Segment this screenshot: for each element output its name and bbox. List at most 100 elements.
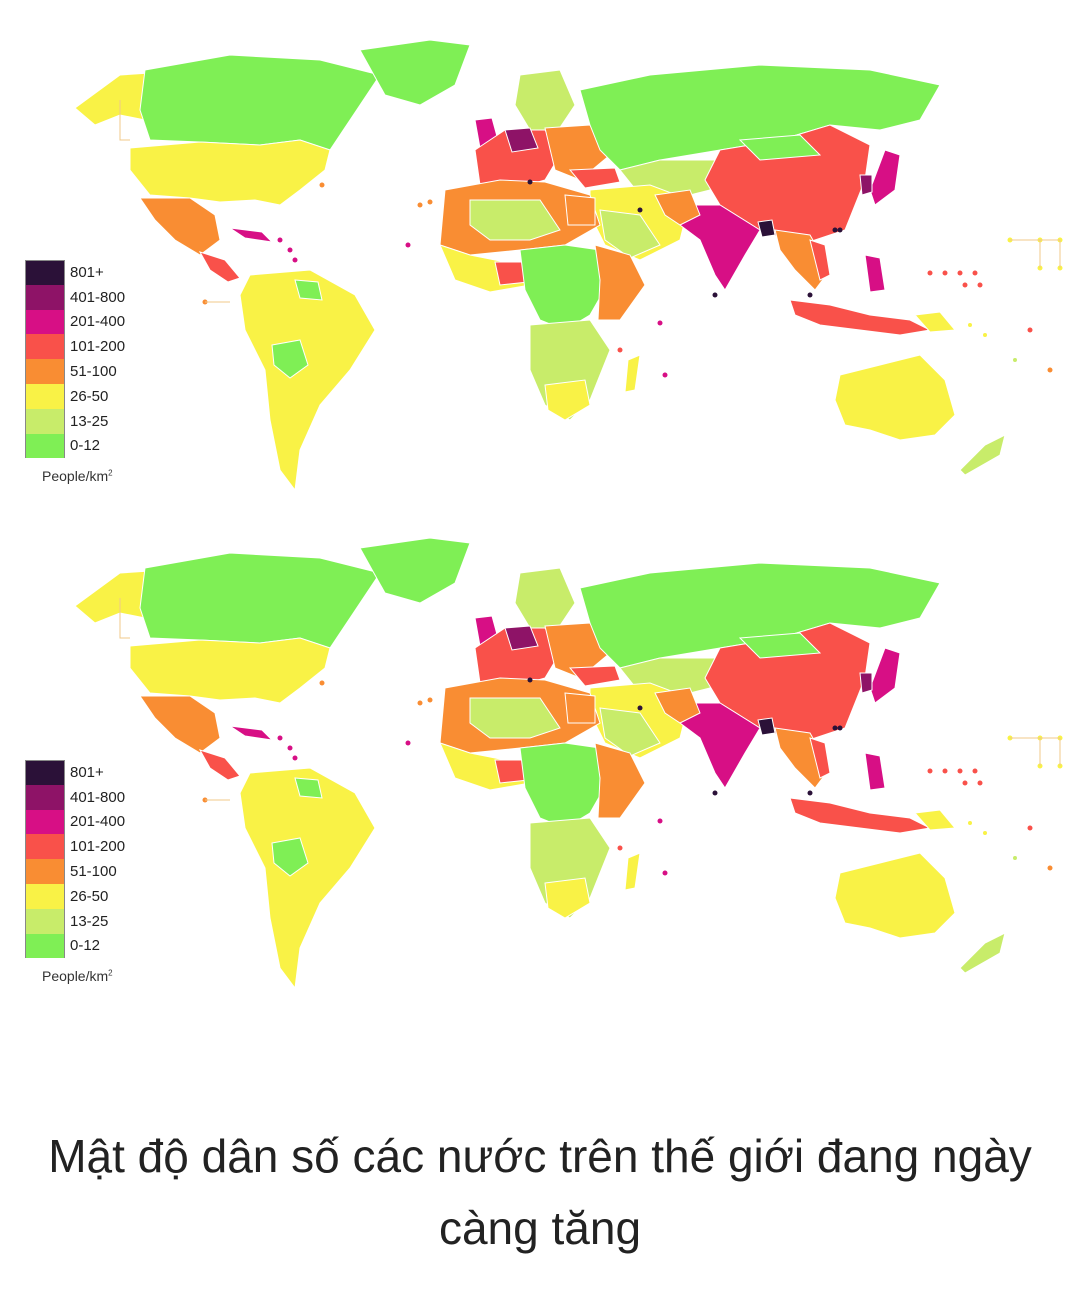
region-australia bbox=[834, 354, 956, 441]
legend-label: 26-50 bbox=[70, 387, 109, 405]
legend-swatch bbox=[25, 859, 65, 884]
legend-row: 51-100 bbox=[25, 859, 125, 884]
legend-unit-text: People/km bbox=[42, 968, 109, 985]
region-sahara bbox=[469, 199, 561, 241]
region-scandinavia bbox=[514, 69, 576, 136]
legend-unit: People/km2 bbox=[42, 968, 125, 984]
legend-label: 101-200 bbox=[70, 338, 126, 356]
region-vietnam bbox=[809, 737, 831, 779]
legend-label: 0-12 bbox=[70, 937, 101, 955]
region-benelux-germany bbox=[504, 127, 539, 153]
legend-label: 401-800 bbox=[70, 288, 126, 306]
region-eastern-europe bbox=[544, 124, 611, 181]
region-benelux-germany bbox=[504, 625, 539, 651]
region-saudi bbox=[599, 707, 661, 757]
legend-swatch bbox=[25, 433, 65, 459]
region-guyana bbox=[294, 279, 323, 301]
region-new-zealand bbox=[959, 932, 1006, 974]
region-central-america bbox=[198, 251, 241, 283]
region-china bbox=[704, 124, 871, 246]
legend-label: 51-100 bbox=[70, 863, 117, 881]
region-png bbox=[913, 311, 957, 333]
region-se-asia bbox=[774, 727, 831, 789]
region-india bbox=[679, 702, 761, 789]
world-map bbox=[74, 537, 1063, 990]
legend-unit-superscript: 2 bbox=[108, 968, 113, 978]
region-south-africa bbox=[544, 379, 591, 421]
region-pakistan bbox=[654, 687, 701, 724]
region-vietnam bbox=[809, 239, 831, 281]
region-mongolia bbox=[738, 134, 822, 161]
region-turkey bbox=[568, 665, 621, 687]
island-connectors bbox=[119, 100, 1061, 303]
region-egypt bbox=[564, 194, 596, 226]
legend-row: 101-200 bbox=[25, 334, 126, 360]
region-bolivia bbox=[271, 339, 309, 379]
legend-swatch bbox=[25, 883, 65, 909]
legend-swatch bbox=[25, 834, 65, 860]
region-china bbox=[704, 622, 871, 744]
population-density-map-1: 801+ 401-800 201-400 101-200 51-100 26-5… bbox=[0, 30, 1080, 510]
legend-swatch bbox=[25, 784, 65, 810]
legend-row: 401-800 bbox=[25, 784, 125, 810]
region-madagascar bbox=[624, 852, 641, 891]
legend-unit-superscript: 2 bbox=[108, 468, 113, 478]
legend-label: 0-12 bbox=[70, 437, 101, 455]
region-greenland bbox=[359, 39, 471, 106]
legend-row: 13-25 bbox=[25, 908, 125, 934]
region-greenland bbox=[359, 537, 471, 604]
region-japan bbox=[869, 149, 901, 206]
region-guyana bbox=[294, 777, 323, 799]
region-sahara bbox=[469, 697, 561, 739]
legend-swatch bbox=[25, 359, 65, 384]
legend-row: 201-400 bbox=[25, 309, 126, 335]
legend-label: 26-50 bbox=[70, 887, 109, 905]
region-indonesia bbox=[789, 299, 932, 336]
legend-unit: People/km2 bbox=[42, 468, 125, 484]
region-south-africa bbox=[544, 877, 591, 919]
region-caribbean bbox=[229, 725, 274, 741]
region-turkey bbox=[568, 167, 621, 189]
region-png bbox=[913, 809, 957, 831]
legend-swatch bbox=[25, 334, 65, 360]
region-se-asia bbox=[774, 229, 831, 291]
region-pakistan bbox=[654, 189, 701, 226]
legend-label: 801+ bbox=[70, 263, 104, 281]
region-bangladesh bbox=[757, 219, 776, 238]
region-saudi bbox=[599, 209, 661, 259]
region-central-africa bbox=[519, 742, 611, 829]
region-japan bbox=[869, 647, 901, 704]
legend-row: 26-50 bbox=[25, 383, 125, 409]
legend-row: 0-12 bbox=[25, 933, 125, 959]
legend-label: 51-100 bbox=[70, 363, 117, 381]
region-canada bbox=[139, 552, 381, 649]
legend-row: 26-50 bbox=[25, 883, 125, 909]
region-south-america bbox=[239, 269, 376, 492]
region-usa bbox=[129, 637, 331, 704]
legend-swatch bbox=[25, 383, 65, 409]
region-egypt bbox=[564, 692, 596, 724]
legend-row: 201-400 bbox=[25, 809, 125, 835]
region-bangladesh bbox=[757, 717, 776, 736]
legend-swatch bbox=[25, 309, 65, 335]
region-india bbox=[679, 204, 761, 291]
legend-swatch bbox=[25, 933, 65, 959]
region-mongolia bbox=[738, 632, 822, 659]
caption: Mật độ dân số các nước trên thế giới đan… bbox=[48, 1130, 1032, 1254]
legend-row: 801+ bbox=[25, 760, 125, 785]
region-korea bbox=[859, 174, 873, 196]
world-map bbox=[74, 39, 1063, 492]
region-central-america bbox=[198, 749, 241, 781]
population-density-map-2: 801+ 401-800 201-400 101-200 51-100 26-5… bbox=[0, 528, 1080, 1008]
region-scandinavia bbox=[514, 567, 576, 634]
legend-swatch bbox=[25, 284, 65, 310]
region-philippines bbox=[864, 254, 886, 293]
legend-row: 801+ bbox=[25, 260, 125, 285]
region-south-america bbox=[239, 767, 376, 990]
region-central-africa bbox=[519, 244, 611, 331]
legend-label: 13-25 bbox=[70, 912, 109, 930]
island-connectors bbox=[119, 598, 1061, 801]
legend-label: 101-200 bbox=[70, 838, 126, 856]
region-indonesia bbox=[789, 797, 932, 834]
legend-label: 201-400 bbox=[70, 313, 126, 331]
